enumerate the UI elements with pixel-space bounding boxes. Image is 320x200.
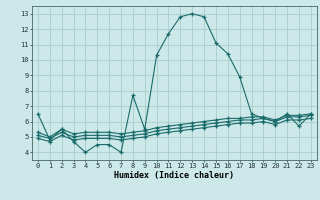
X-axis label: Humidex (Indice chaleur): Humidex (Indice chaleur) — [115, 171, 234, 180]
